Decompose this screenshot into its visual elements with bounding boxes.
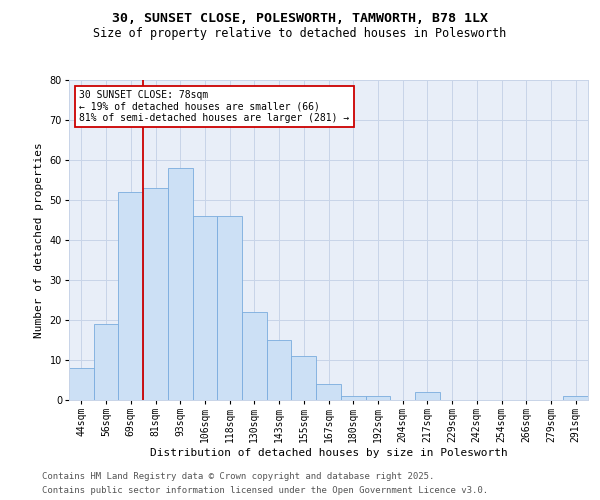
- Y-axis label: Number of detached properties: Number of detached properties: [34, 142, 44, 338]
- Bar: [193, 216, 217, 400]
- Bar: [365, 396, 390, 400]
- Bar: [267, 340, 292, 400]
- Bar: [341, 396, 365, 400]
- Bar: [217, 216, 242, 400]
- Bar: [69, 368, 94, 400]
- Bar: [242, 312, 267, 400]
- Bar: [168, 168, 193, 400]
- Bar: [316, 384, 341, 400]
- X-axis label: Distribution of detached houses by size in Polesworth: Distribution of detached houses by size …: [149, 448, 508, 458]
- Text: Contains public sector information licensed under the Open Government Licence v3: Contains public sector information licen…: [42, 486, 488, 495]
- Text: 30 SUNSET CLOSE: 78sqm
← 19% of detached houses are smaller (66)
81% of semi-det: 30 SUNSET CLOSE: 78sqm ← 19% of detached…: [79, 90, 350, 123]
- Bar: [118, 192, 143, 400]
- Text: 30, SUNSET CLOSE, POLESWORTH, TAMWORTH, B78 1LX: 30, SUNSET CLOSE, POLESWORTH, TAMWORTH, …: [112, 12, 488, 26]
- Bar: [563, 396, 588, 400]
- Bar: [94, 324, 118, 400]
- Text: Contains HM Land Registry data © Crown copyright and database right 2025.: Contains HM Land Registry data © Crown c…: [42, 472, 434, 481]
- Bar: [143, 188, 168, 400]
- Text: Size of property relative to detached houses in Polesworth: Size of property relative to detached ho…: [94, 28, 506, 40]
- Bar: [415, 392, 440, 400]
- Bar: [292, 356, 316, 400]
